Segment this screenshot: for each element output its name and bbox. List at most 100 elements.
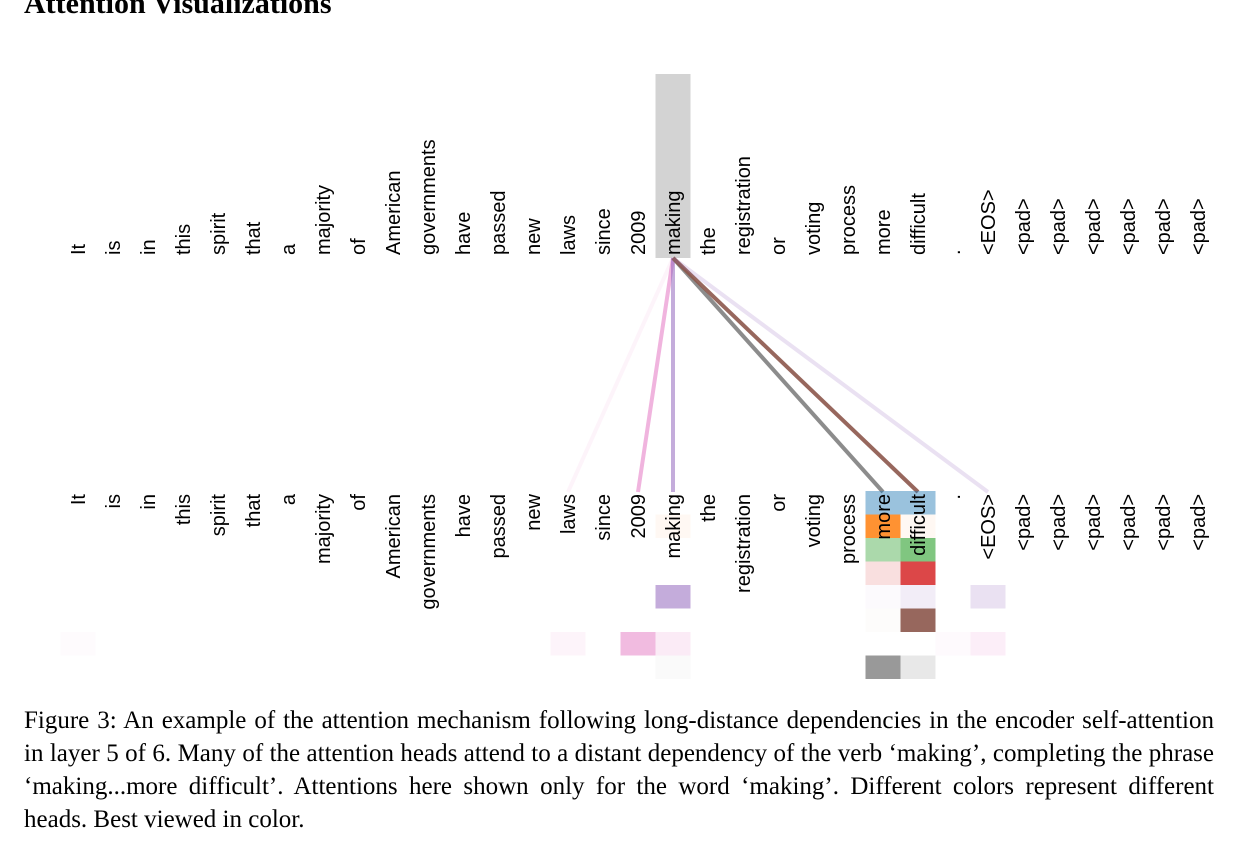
bottom-token-label: of [348,494,370,511]
top-token-label: difficult [908,193,930,255]
top-token-label: is [103,241,125,255]
attention-lines-group [566,256,990,494]
top-token-label: majority [313,185,335,255]
top-token-label: of [348,238,370,255]
bottom-token-label: is [103,494,125,508]
bottom-token-label: in [138,494,160,510]
top-token-label: <pad> [1048,198,1070,255]
attention-figure: It is in this spirit that a majority of American g… [61,74,1210,679]
bottom-token-label: <pad> [1153,494,1175,551]
attention-cell [935,632,971,656]
top-token-label: making [663,191,685,255]
attention-cell [900,491,936,515]
bottom-token-label: difficult [908,494,930,556]
attention-cell [865,514,901,538]
top-token-label: new [523,218,545,255]
top-token-label: a [278,243,300,255]
bottom-token-label: majority [313,494,335,564]
attention-cell [655,655,691,679]
bottom-token-label: <pad> [1013,494,1035,551]
bottom-token-label: or [768,494,790,512]
bottom-token-label: American [383,494,405,578]
top-token-label: . [943,249,965,255]
top-token-label: <pad> [1153,198,1175,255]
attention-line [566,257,675,493]
top-token-label: <pad> [1188,198,1210,255]
top-token-row: It is in this spirit that a majority of American g… [68,139,1210,255]
attention-cell [900,655,936,679]
top-token-label: spirit [208,212,230,255]
attention-cell [61,632,96,656]
attention-cell [865,655,901,679]
top-token-label: American [383,171,405,255]
attention-cell [900,561,936,585]
bottom-token-label: voting [803,494,825,547]
bottom-token-label: that [243,494,265,528]
top-token-label: <EOS> [978,189,1000,255]
bottom-token-label: registration [733,494,755,593]
bottom-token-label: a [278,493,300,505]
attention-cell [655,514,691,538]
top-token-label: registration [733,156,755,255]
top-token-label: <pad> [1118,198,1140,255]
bottom-token-label: this [173,494,195,525]
attention-cell [865,538,901,562]
top-token-label: It [68,243,90,255]
bottom-token-label: making [663,494,685,558]
figure-caption: Figure 3: An example of the attention me… [24,707,1214,833]
top-token-label: the [698,227,720,255]
bottom-token-row: It is in this spirit that a majority of American g… [68,493,1210,610]
top-token-label: voting [803,202,825,255]
attention-line [671,256,990,494]
bottom-token-label: 2009 [628,494,650,539]
top-token-label: laws [558,215,580,255]
attention-cell [900,585,936,609]
attention-line [671,256,885,494]
top-token-label: passed [488,191,510,256]
bottom-token-label: more [873,494,895,540]
attention-heatmap-group [61,491,1006,679]
attention-cell [900,608,936,632]
attention-cell [550,632,586,656]
attention-cell [866,609,901,633]
bottom-token-label: It [68,494,90,506]
bottom-token-label: <pad> [1048,494,1070,551]
attention-cell [655,632,691,656]
top-token-label: more [873,209,895,255]
bottom-token-label: new [523,493,545,530]
top-token-label: <pad> [1013,198,1035,255]
attention-cell [900,514,936,538]
top-token-label: 2009 [628,211,650,256]
top-token-label: since [593,208,615,255]
attention-cell [970,632,1006,656]
attention-cell [865,491,901,515]
attention-cell [655,585,691,609]
bottom-token-label: <pad> [1188,494,1210,551]
top-token-label: <pad> [1083,198,1105,255]
top-token-label: governments [418,139,440,255]
query-token-highlight [655,74,691,258]
attention-line [671,256,920,494]
bottom-token-label: <EOS> [978,494,1000,560]
attention-cell [900,538,936,562]
top-token-label: that [243,221,265,255]
bottom-token-label: . [943,494,965,500]
attention-cell [620,632,656,656]
attention-cell [970,585,1006,609]
bottom-token-label: passed [488,494,510,559]
bottom-token-label: <pad> [1118,494,1140,551]
bottom-token-label: the [698,494,720,522]
top-token-label: in [138,239,160,255]
attention-line [636,257,675,493]
bottom-token-label: process [838,494,860,564]
top-token-label: have [453,212,475,255]
top-token-label: process [838,185,860,255]
bottom-token-label: <pad> [1083,494,1105,551]
bottom-token-label: spirit [208,494,230,537]
bottom-token-label: since [593,494,615,541]
section-heading: Attention Visualizations [24,0,332,20]
top-token-label: this [173,224,195,255]
bottom-token-label: laws [558,494,580,534]
top-token-label: or [768,237,790,255]
attention-cell [865,561,901,585]
